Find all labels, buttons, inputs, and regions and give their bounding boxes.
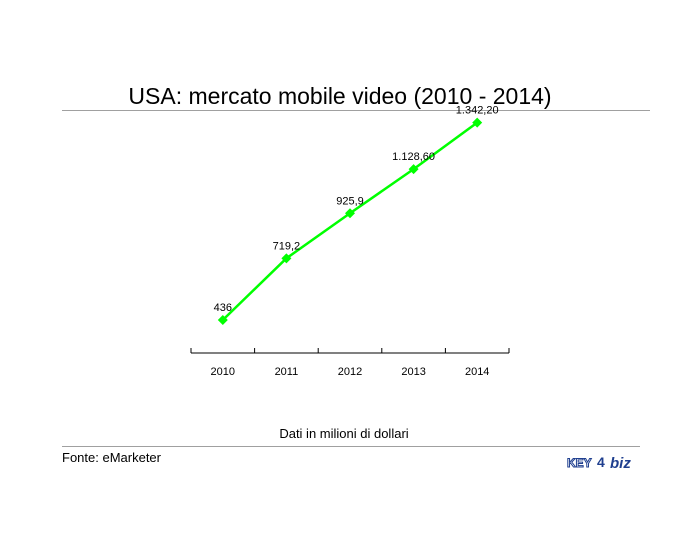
key4biz-logo: KEY 4 biz (567, 454, 632, 472)
logo-four-text: 4 (597, 454, 605, 470)
x-tick-label: 2012 (338, 366, 362, 378)
top-divider (62, 110, 650, 111)
x-tick-label: 2014 (465, 366, 489, 378)
x-tick-label: 2011 (275, 366, 299, 378)
data-point-marker (472, 117, 483, 128)
data-label: 1.342,20 (456, 105, 499, 117)
source-note: Fonte: eMarketer (62, 450, 161, 465)
bottom-divider (62, 446, 640, 447)
data-point-marker (281, 253, 292, 264)
data-point-marker (217, 315, 228, 326)
data-label: 436 (214, 302, 232, 314)
data-label: 1.128,60 (392, 151, 435, 163)
x-tick-label: 2013 (401, 366, 425, 378)
data-point-marker (345, 208, 355, 219)
logo-key-text: KEY (567, 456, 592, 470)
units-note: Dati in milioni di dollari (279, 426, 409, 441)
data-point-marker (408, 164, 419, 175)
data-label: 925,9 (336, 195, 364, 207)
logo-biz-text: biz (610, 455, 631, 472)
series-line (221, 121, 478, 321)
series-layer (217, 117, 483, 326)
data-label-layer: 436 719,2 925,9 1.128,60 1.342,20 (214, 105, 499, 314)
chart-title: USA: mercato mobile video (2010 - 2014) (128, 83, 552, 109)
x-axis: 2010 2011 2012 2013 2014 (190, 348, 510, 378)
x-tick-label: 2010 (211, 366, 235, 378)
data-label: 719,2 (273, 240, 301, 252)
